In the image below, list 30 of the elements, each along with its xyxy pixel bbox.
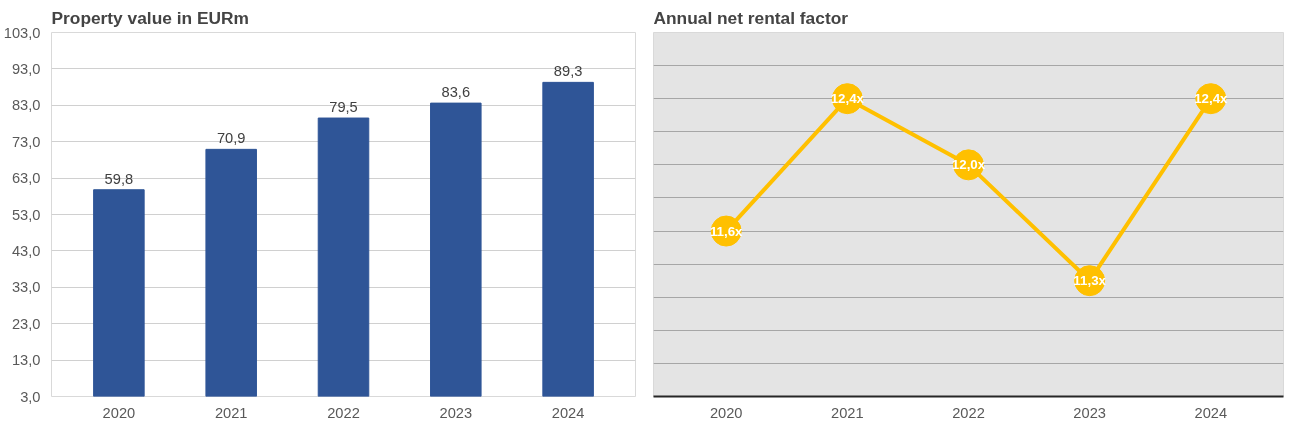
y-tick-label: 43,0 bbox=[11, 242, 41, 259]
data-label: 83,6 bbox=[441, 84, 471, 101]
x-tick-label: 2024 bbox=[551, 404, 585, 421]
chart-title: Property value in EURm bbox=[51, 7, 249, 28]
x-tick-label: 2022 bbox=[952, 404, 985, 421]
x-tick-label: 2022 bbox=[327, 404, 360, 421]
x-tick-label: 2020 bbox=[102, 404, 136, 421]
y-tick-label: 33,0 bbox=[11, 279, 41, 296]
y-tick-label: 53,0 bbox=[11, 206, 41, 223]
y-tick-label: 93,0 bbox=[11, 60, 41, 77]
data-label: 12,4x bbox=[1194, 91, 1229, 107]
data-label: 79,5 bbox=[329, 99, 358, 116]
y-tick-label: 63,0 bbox=[11, 170, 41, 187]
x-tick-label: 2021 bbox=[831, 404, 864, 421]
y-tick-label: 3,0 bbox=[20, 388, 41, 405]
x-tick-label: 2021 bbox=[214, 404, 248, 421]
data-label: 70,9 bbox=[216, 130, 246, 147]
chart-title: Annual net rental factor bbox=[653, 7, 849, 28]
x-tick-label: 2023 bbox=[1073, 404, 1106, 421]
y-tick-label: 73,0 bbox=[11, 133, 41, 150]
data-label: 89,3 bbox=[553, 63, 583, 80]
data-label: 11,6x bbox=[709, 223, 744, 239]
x-tick-label: 2023 bbox=[439, 404, 473, 421]
x-tick-label: 2024 bbox=[1194, 404, 1228, 421]
y-tick-label: 103,0 bbox=[3, 24, 41, 41]
y-tick-label: 83,0 bbox=[11, 97, 41, 114]
y-tick-label: 23,0 bbox=[11, 315, 41, 332]
data-label: 59,8 bbox=[104, 170, 134, 187]
y-tick-label: 13,0 bbox=[11, 352, 41, 369]
x-tick-label: 2020 bbox=[709, 404, 743, 421]
